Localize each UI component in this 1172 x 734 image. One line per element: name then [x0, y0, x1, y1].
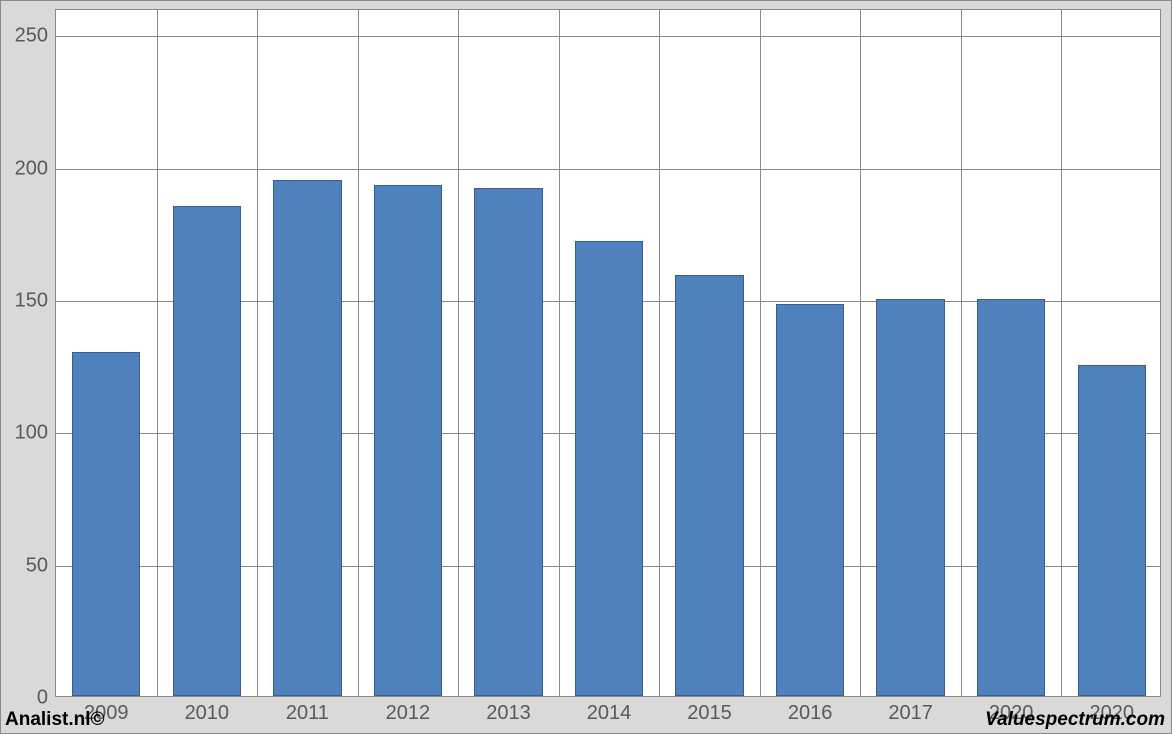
x-axis-tick-label: 2012 [386, 696, 431, 725]
y-axis-tick-label: 0 [37, 687, 56, 710]
footer-right-text: Valuespectrum.com [985, 709, 1165, 731]
plot-area: 0501001502002502009201020112012201320142… [55, 9, 1161, 697]
x-axis-tick-label: 2010 [185, 696, 230, 725]
bar [374, 185, 442, 696]
bar [1078, 365, 1146, 696]
bar [675, 275, 743, 696]
x-axis-tick-label: 2015 [687, 696, 732, 725]
gridline-x [860, 10, 861, 696]
x-axis-tick-label: 2016 [788, 696, 833, 725]
gridline-x [961, 10, 962, 696]
bar [776, 304, 844, 696]
bar [72, 352, 140, 696]
gridline-x [659, 10, 660, 696]
gridline-y [56, 169, 1160, 170]
gridline-x [257, 10, 258, 696]
x-axis-tick-label: 2011 [286, 696, 329, 725]
y-axis-tick-label: 150 [15, 290, 56, 313]
gridline-x [358, 10, 359, 696]
y-axis-tick-label: 100 [15, 422, 56, 445]
bar [575, 241, 643, 696]
bar [173, 206, 241, 696]
bar [474, 188, 542, 696]
y-axis-tick-label: 50 [26, 554, 56, 577]
gridline-x [458, 10, 459, 696]
bar [876, 299, 944, 696]
x-axis-tick-label: 2013 [486, 696, 531, 725]
gridline-y [56, 36, 1160, 37]
gridline-x [760, 10, 761, 696]
gridline-x [1061, 10, 1062, 696]
gridline-x [157, 10, 158, 696]
bar [977, 299, 1045, 696]
bar [273, 180, 341, 696]
chart-outer-frame: 0501001502002502009201020112012201320142… [0, 0, 1172, 734]
x-axis-tick-label: 2014 [587, 696, 632, 725]
footer-left-text: Analist.nl© [5, 709, 105, 731]
y-axis-tick-label: 250 [15, 25, 56, 48]
gridline-x [559, 10, 560, 696]
x-axis-tick-label: 2017 [888, 696, 933, 725]
y-axis-tick-label: 200 [15, 157, 56, 180]
